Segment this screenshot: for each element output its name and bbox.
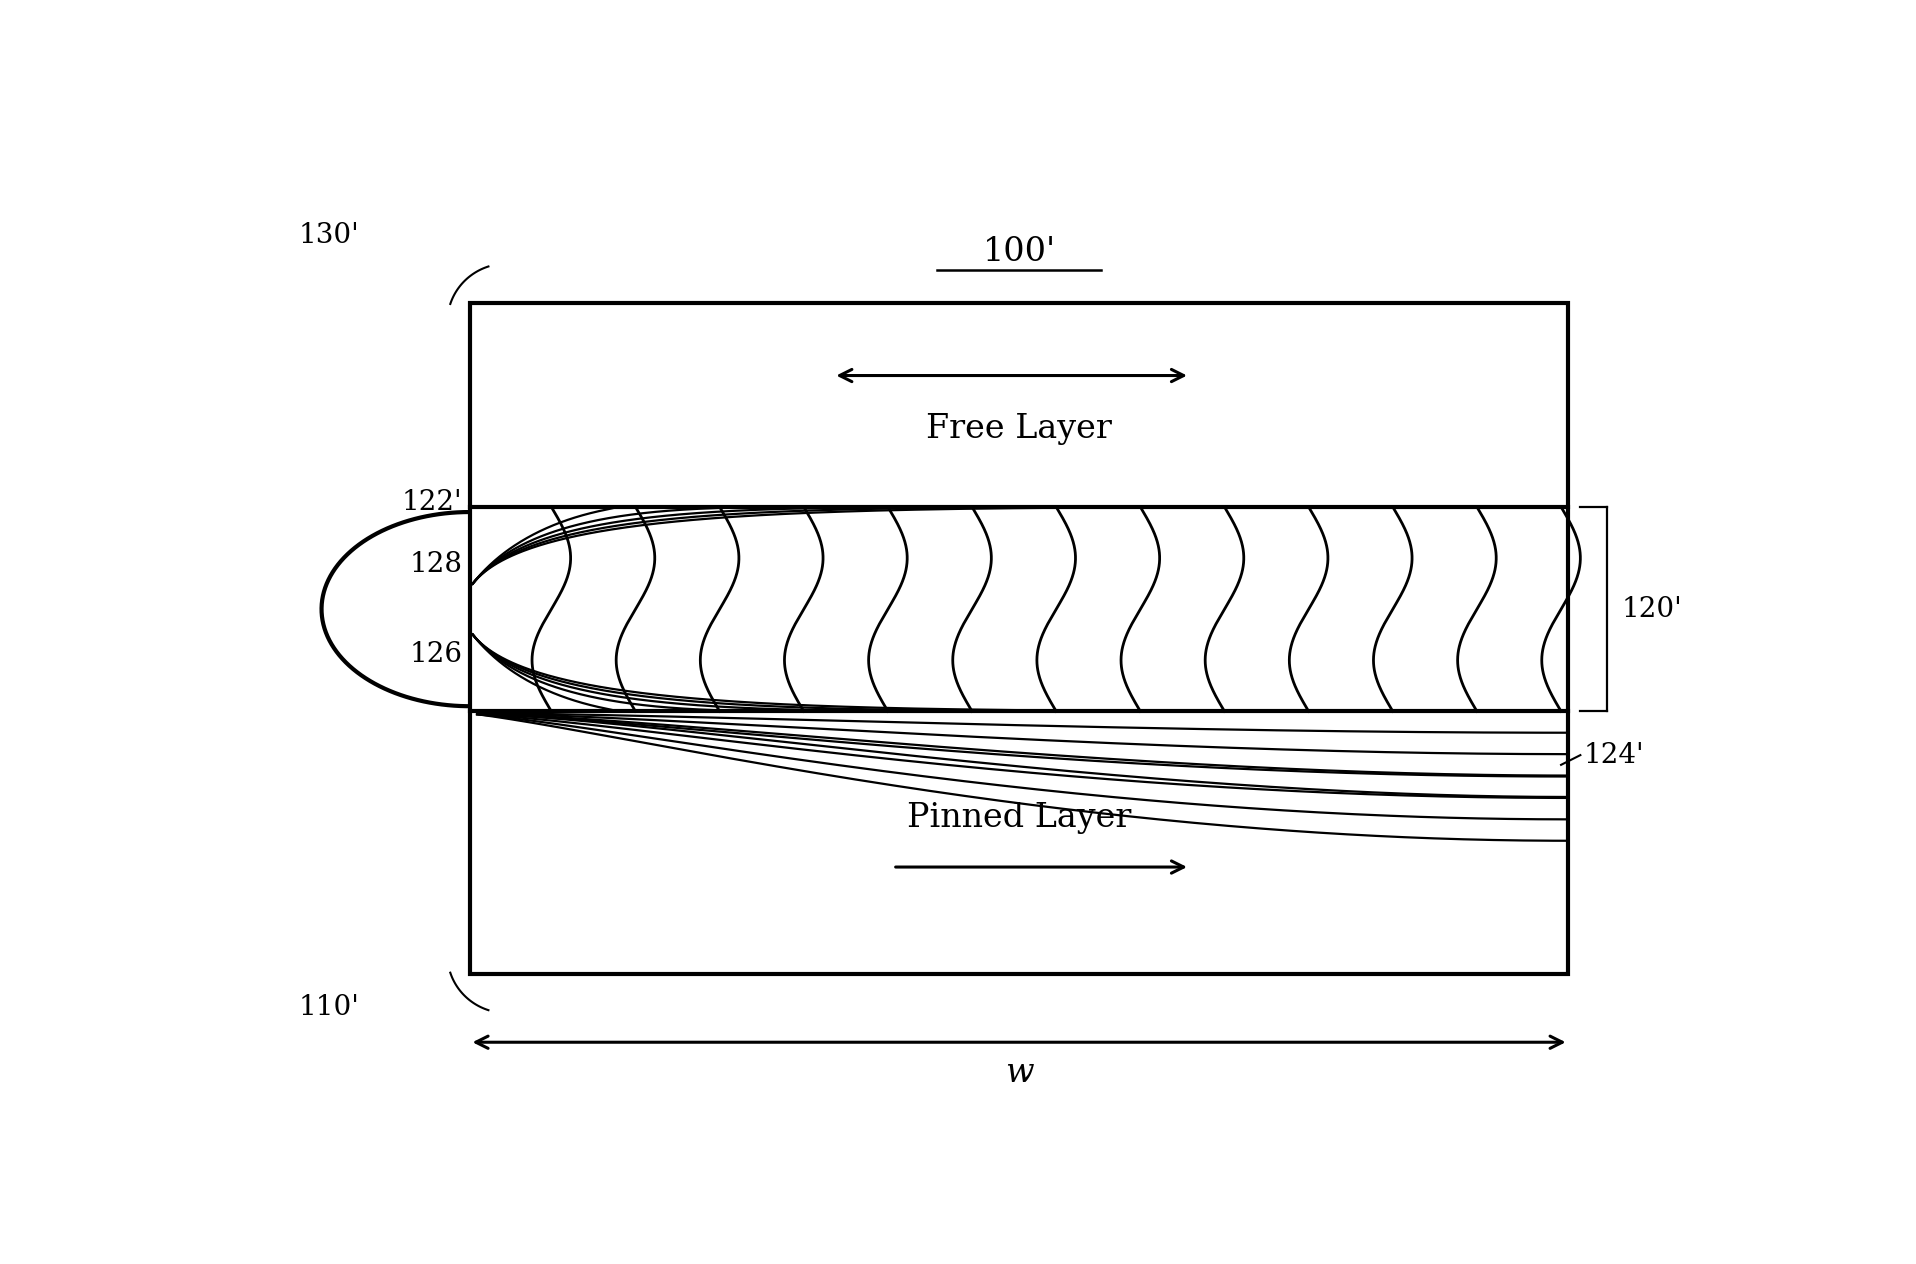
Text: 120': 120' bbox=[1623, 595, 1682, 623]
Text: 122': 122' bbox=[402, 489, 462, 516]
Text: Free Layer: Free Layer bbox=[925, 413, 1111, 445]
Text: 130': 130' bbox=[299, 222, 360, 249]
Text: 128: 128 bbox=[410, 551, 462, 578]
Text: 100': 100' bbox=[983, 236, 1056, 268]
Text: Pinned Layer: Pinned Layer bbox=[906, 803, 1130, 834]
Text: w: w bbox=[1004, 1057, 1033, 1088]
Text: 126: 126 bbox=[410, 641, 462, 667]
Bar bbox=[469, 302, 1569, 975]
Text: 110': 110' bbox=[299, 994, 360, 1020]
Text: 124': 124' bbox=[1583, 742, 1644, 769]
